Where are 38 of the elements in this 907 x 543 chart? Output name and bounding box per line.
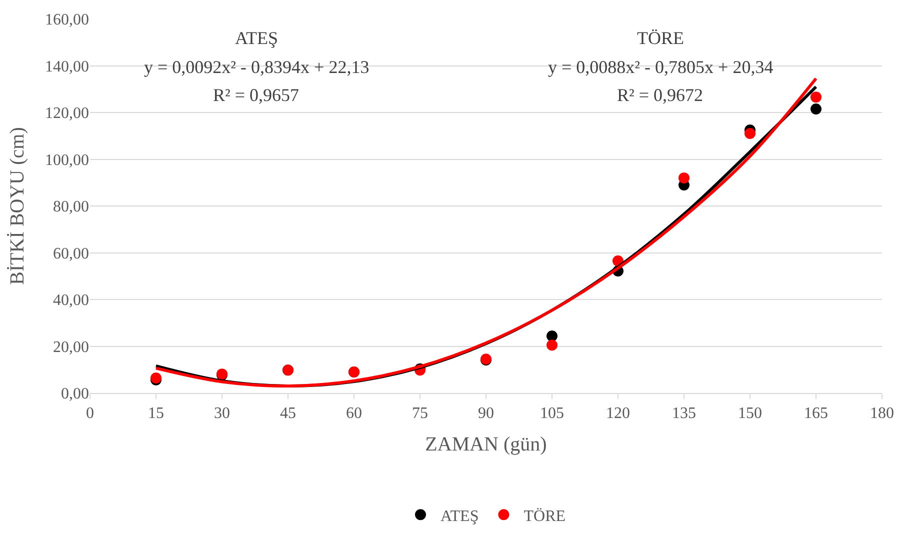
y-tick-label: 120,00 [45,105,89,122]
annotation: y = 0,0088x² - 0,7805x + 20,34 [548,57,774,77]
y-tick-label: 60,00 [53,245,89,262]
point [744,128,756,140]
y-tick-label: 100,00 [45,152,89,169]
x-tick-label: 120 [606,405,630,422]
x-tick-label: 60 [346,405,362,422]
x-tick-label: 75 [412,405,428,422]
x-tick-label: 165 [804,405,828,422]
y-axis-title: BİTKİ BOYU (cm) [6,127,28,285]
x-tick-label: 90 [478,405,494,422]
y-tick-label: 0,00 [61,386,89,403]
annotation: R² = 0,9657 [213,85,300,105]
annotation: TÖRE [637,28,684,48]
legend-label: TÖRE [524,508,566,525]
x-tick-label: 30 [214,405,230,422]
x-tick-label: 105 [540,405,564,422]
annotation: y = 0,0092x² - 0,8394x + 22,13 [144,57,370,77]
x-tick-label: 45 [280,405,296,422]
y-tick-label: 140,00 [45,58,89,76]
point [678,172,690,184]
x-tick-label: 150 [738,405,762,422]
y-tick-label: 80,00 [53,198,89,216]
y-tick-label: 160,00 [45,12,89,29]
annotation: ATEŞ [235,28,278,48]
x-tick-label: 180 [870,405,894,422]
point [810,103,822,114]
x-tick-label: 15 [148,405,164,422]
x-tick-label: 135 [672,405,696,422]
x-axis-title: ZAMAN (gün) [425,434,547,456]
point [546,340,558,351]
point [810,92,822,103]
legend-label: ATEŞ [440,508,479,525]
point [546,330,558,342]
y-tick-label: 20,00 [53,338,89,356]
annotation: R² = 0,9672 [617,85,704,105]
y-tick-label: 40,00 [53,292,89,310]
x-tick-label: 0 [86,405,94,422]
